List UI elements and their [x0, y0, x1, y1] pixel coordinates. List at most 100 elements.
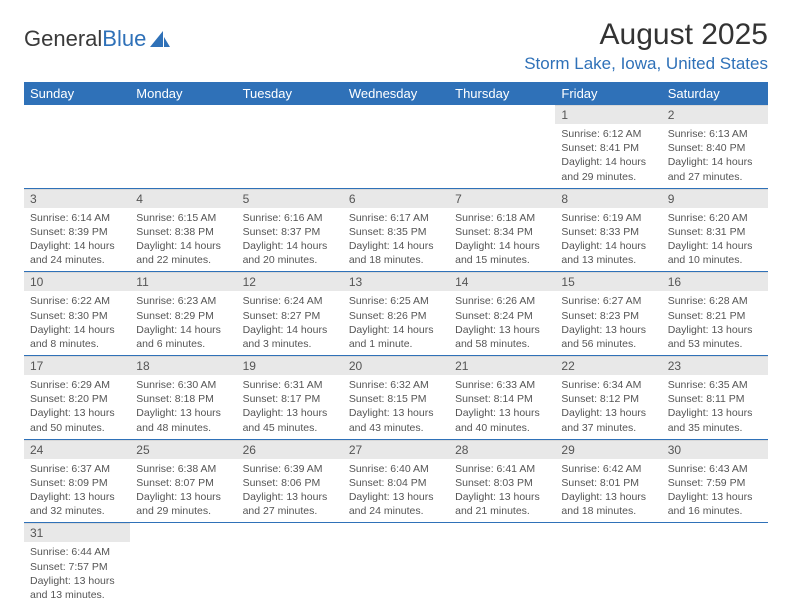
calendar-cell: 17Sunrise: 6:29 AMSunset: 8:20 PMDayligh… — [24, 356, 130, 440]
calendar-cell: 3Sunrise: 6:14 AMSunset: 8:39 PMDaylight… — [24, 188, 130, 272]
day-number: 17 — [24, 356, 130, 375]
sunset-text: Sunset: 8:31 PM — [668, 225, 762, 239]
sunrise-text: Sunrise: 6:44 AM — [30, 545, 124, 559]
calendar-cell: 30Sunrise: 6:43 AMSunset: 7:59 PMDayligh… — [662, 439, 768, 523]
daylight-text: Daylight: 13 hours and 29 minutes. — [136, 490, 230, 518]
calendar-cell: 29Sunrise: 6:42 AMSunset: 8:01 PMDayligh… — [555, 439, 661, 523]
calendar-cell: 6Sunrise: 6:17 AMSunset: 8:35 PMDaylight… — [343, 188, 449, 272]
sunrise-text: Sunrise: 6:18 AM — [455, 211, 549, 225]
logo-text-2: Blue — [102, 26, 146, 52]
sunrise-text: Sunrise: 6:17 AM — [349, 211, 443, 225]
calendar-cell: 27Sunrise: 6:40 AMSunset: 8:04 PMDayligh… — [343, 439, 449, 523]
day-details: Sunrise: 6:12 AMSunset: 8:41 PMDaylight:… — [555, 124, 661, 188]
daylight-text: Daylight: 14 hours and 1 minute. — [349, 323, 443, 351]
daylight-text: Daylight: 13 hours and 24 minutes. — [349, 490, 443, 518]
calendar-row: 3Sunrise: 6:14 AMSunset: 8:39 PMDaylight… — [24, 188, 768, 272]
calendar-cell: 8Sunrise: 6:19 AMSunset: 8:33 PMDaylight… — [555, 188, 661, 272]
daylight-text: Daylight: 14 hours and 20 minutes. — [243, 239, 337, 267]
day-details: Sunrise: 6:30 AMSunset: 8:18 PMDaylight:… — [130, 375, 236, 439]
sunrise-text: Sunrise: 6:19 AM — [561, 211, 655, 225]
sunrise-text: Sunrise: 6:40 AM — [349, 462, 443, 476]
title-block: August 2025 Storm Lake, Iowa, United Sta… — [524, 18, 768, 74]
daylight-text: Daylight: 13 hours and 45 minutes. — [243, 406, 337, 434]
day-header: Thursday — [449, 82, 555, 105]
daylight-text: Daylight: 13 hours and 50 minutes. — [30, 406, 124, 434]
day-details: Sunrise: 6:19 AMSunset: 8:33 PMDaylight:… — [555, 208, 661, 272]
daylight-text: Daylight: 13 hours and 21 minutes. — [455, 490, 549, 518]
sunrise-text: Sunrise: 6:20 AM — [668, 211, 762, 225]
day-header: Friday — [555, 82, 661, 105]
calendar-cell: 11Sunrise: 6:23 AMSunset: 8:29 PMDayligh… — [130, 272, 236, 356]
day-number: 28 — [449, 440, 555, 459]
calendar-table: Sunday Monday Tuesday Wednesday Thursday… — [24, 82, 768, 606]
calendar-cell: 5Sunrise: 6:16 AMSunset: 8:37 PMDaylight… — [237, 188, 343, 272]
daylight-text: Daylight: 14 hours and 15 minutes. — [455, 239, 549, 267]
calendar-cell: 2Sunrise: 6:13 AMSunset: 8:40 PMDaylight… — [662, 105, 768, 188]
day-header-row: Sunday Monday Tuesday Wednesday Thursday… — [24, 82, 768, 105]
day-details: Sunrise: 6:35 AMSunset: 8:11 PMDaylight:… — [662, 375, 768, 439]
daylight-text: Daylight: 14 hours and 18 minutes. — [349, 239, 443, 267]
day-details: Sunrise: 6:43 AMSunset: 7:59 PMDaylight:… — [662, 459, 768, 523]
location: Storm Lake, Iowa, United States — [524, 54, 768, 74]
calendar-cell: 4 Sunrise: 6:15 AMSunset: 8:38 PMDaylight… — [130, 188, 236, 272]
day-number: 4 — [130, 189, 236, 208]
sunrise-text: Sunrise: 6:27 AM — [561, 294, 655, 308]
calendar-cell: 19Sunrise: 6:31 AMSunset: 8:17 PMDayligh… — [237, 356, 343, 440]
sunrise-text: Sunrise: 6:43 AM — [668, 462, 762, 476]
day-details: Sunrise: 6:32 AMSunset: 8:15 PMDaylight:… — [343, 375, 449, 439]
sunrise-text: Sunrise: 6:14 AM — [30, 211, 124, 225]
calendar-cell: 16Sunrise: 6:28 AMSunset: 8:21 PMDayligh… — [662, 272, 768, 356]
month-title: August 2025 — [524, 18, 768, 52]
day-number: 21 — [449, 356, 555, 375]
sunset-text: Sunset: 8:39 PM — [30, 225, 124, 239]
sunset-text: Sunset: 8:07 PM — [136, 476, 230, 490]
daylight-text: Daylight: 14 hours and 3 minutes. — [243, 323, 337, 351]
sunset-text: Sunset: 8:41 PM — [561, 141, 655, 155]
day-number: 20 — [343, 356, 449, 375]
day-details: Sunrise: 6:20 AMSunset: 8:31 PMDaylight:… — [662, 208, 768, 272]
daylight-text: Daylight: 13 hours and 40 minutes. — [455, 406, 549, 434]
day-number: 15 — [555, 272, 661, 291]
day-details: Sunrise: 6:29 AMSunset: 8:20 PMDaylight:… — [24, 375, 130, 439]
sunset-text: Sunset: 8:35 PM — [349, 225, 443, 239]
sunrise-text: Sunrise: 6:30 AM — [136, 378, 230, 392]
calendar-cell — [555, 523, 661, 606]
sunrise-text: Sunrise: 6:25 AM — [349, 294, 443, 308]
daylight-text: Daylight: 13 hours and 43 minutes. — [349, 406, 443, 434]
day-details: Sunrise: 6:16 AMSunset: 8:37 PMDaylight:… — [237, 208, 343, 272]
daylight-text: Daylight: 13 hours and 35 minutes. — [668, 406, 762, 434]
sunrise-text: Sunrise: 6:33 AM — [455, 378, 549, 392]
day-number: 24 — [24, 440, 130, 459]
sunset-text: Sunset: 8:12 PM — [561, 392, 655, 406]
calendar-cell: 28Sunrise: 6:41 AMSunset: 8:03 PMDayligh… — [449, 439, 555, 523]
day-details: Sunrise: 6:37 AMSunset: 8:09 PMDaylight:… — [24, 459, 130, 523]
sunset-text: Sunset: 8:24 PM — [455, 309, 549, 323]
sunrise-text: Sunrise: 6:32 AM — [349, 378, 443, 392]
daylight-text: Daylight: 13 hours and 18 minutes. — [561, 490, 655, 518]
header: GeneralBlue August 2025 Storm Lake, Iowa… — [24, 18, 768, 74]
day-number: 1 — [555, 105, 661, 124]
daylight-text: Daylight: 14 hours and 24 minutes. — [30, 239, 124, 267]
day-number: 5 — [237, 189, 343, 208]
day-number: 9 — [662, 189, 768, 208]
day-number: 22 — [555, 356, 661, 375]
day-details: Sunrise: 6:28 AMSunset: 8:21 PMDaylight:… — [662, 291, 768, 355]
daylight-text: Daylight: 14 hours and 22 minutes. — [136, 239, 230, 267]
sunset-text: Sunset: 8:20 PM — [30, 392, 124, 406]
day-header: Wednesday — [343, 82, 449, 105]
day-number: 11 — [130, 272, 236, 291]
calendar-cell: 13Sunrise: 6:25 AMSunset: 8:26 PMDayligh… — [343, 272, 449, 356]
daylight-text: Daylight: 13 hours and 32 minutes. — [30, 490, 124, 518]
calendar-cell: 15Sunrise: 6:27 AMSunset: 8:23 PMDayligh… — [555, 272, 661, 356]
sunset-text: Sunset: 8:26 PM — [349, 309, 443, 323]
sunset-text: Sunset: 8:30 PM — [30, 309, 124, 323]
sunrise-text: Sunrise: 6:15 AM — [136, 211, 230, 225]
day-details: Sunrise: 6:34 AMSunset: 8:12 PMDaylight:… — [555, 375, 661, 439]
sunset-text: Sunset: 8:15 PM — [349, 392, 443, 406]
sunrise-text: Sunrise: 6:42 AM — [561, 462, 655, 476]
calendar-cell: 18Sunrise: 6:30 AMSunset: 8:18 PMDayligh… — [130, 356, 236, 440]
day-number: 7 — [449, 189, 555, 208]
sunset-text: Sunset: 7:57 PM — [30, 560, 124, 574]
calendar-row: 10Sunrise: 6:22 AMSunset: 8:30 PMDayligh… — [24, 272, 768, 356]
sunset-text: Sunset: 8:38 PM — [136, 225, 230, 239]
